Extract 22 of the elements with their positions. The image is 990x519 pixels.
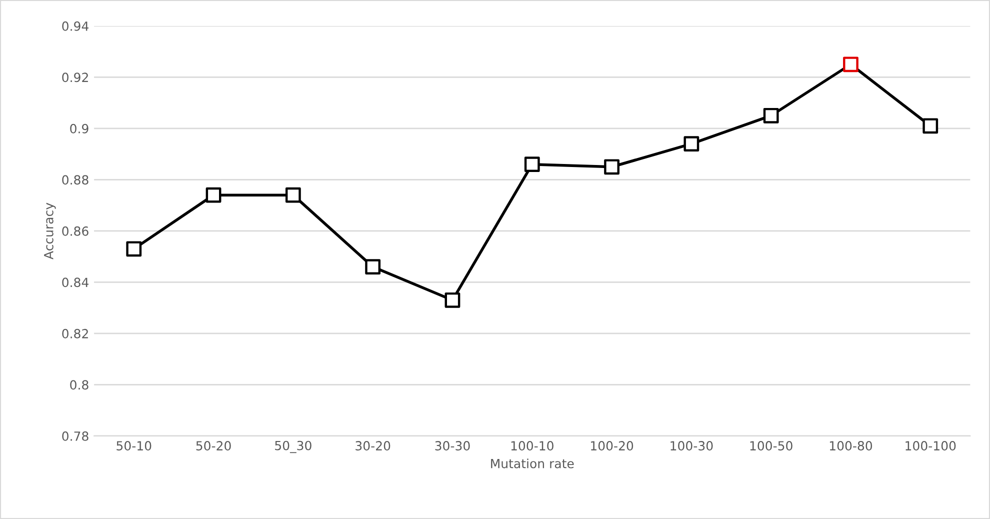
- x-tick-label: 100-30: [670, 441, 713, 450]
- x-tick-label: 100-20: [591, 441, 634, 450]
- y-tick-label: 0.88: [62, 175, 88, 185]
- y-tick-label: 0.82: [62, 328, 88, 338]
- x-tick-label: 30-30: [435, 441, 470, 450]
- y-tick-label: 0.94: [62, 21, 88, 31]
- x-tick-label: 100-80: [830, 441, 872, 450]
- x-tick-label: 50-20: [196, 441, 231, 450]
- y-tick-label: 0.84: [62, 278, 88, 288]
- x-tick-label: 100-10: [511, 441, 554, 450]
- x-tick-label: 100-100: [906, 441, 956, 450]
- y-tick-label: 0.9: [70, 124, 88, 134]
- x-tick-label: 100-50: [750, 441, 792, 450]
- y-tick-label: 0.8: [70, 380, 88, 390]
- y-tick-label: 0.78: [62, 431, 88, 441]
- x-axis-title: Mutation rate: [491, 458, 574, 468]
- y-tick-label: 0.86: [62, 226, 88, 236]
- y-axis-title: Accuracy: [44, 202, 56, 260]
- x-tick-label: 50_30: [275, 440, 312, 454]
- y-tick-label: 0.92: [62, 72, 88, 82]
- x-tick-label: 50-10: [116, 441, 152, 450]
- x-tick-label: 30-20: [356, 441, 390, 450]
